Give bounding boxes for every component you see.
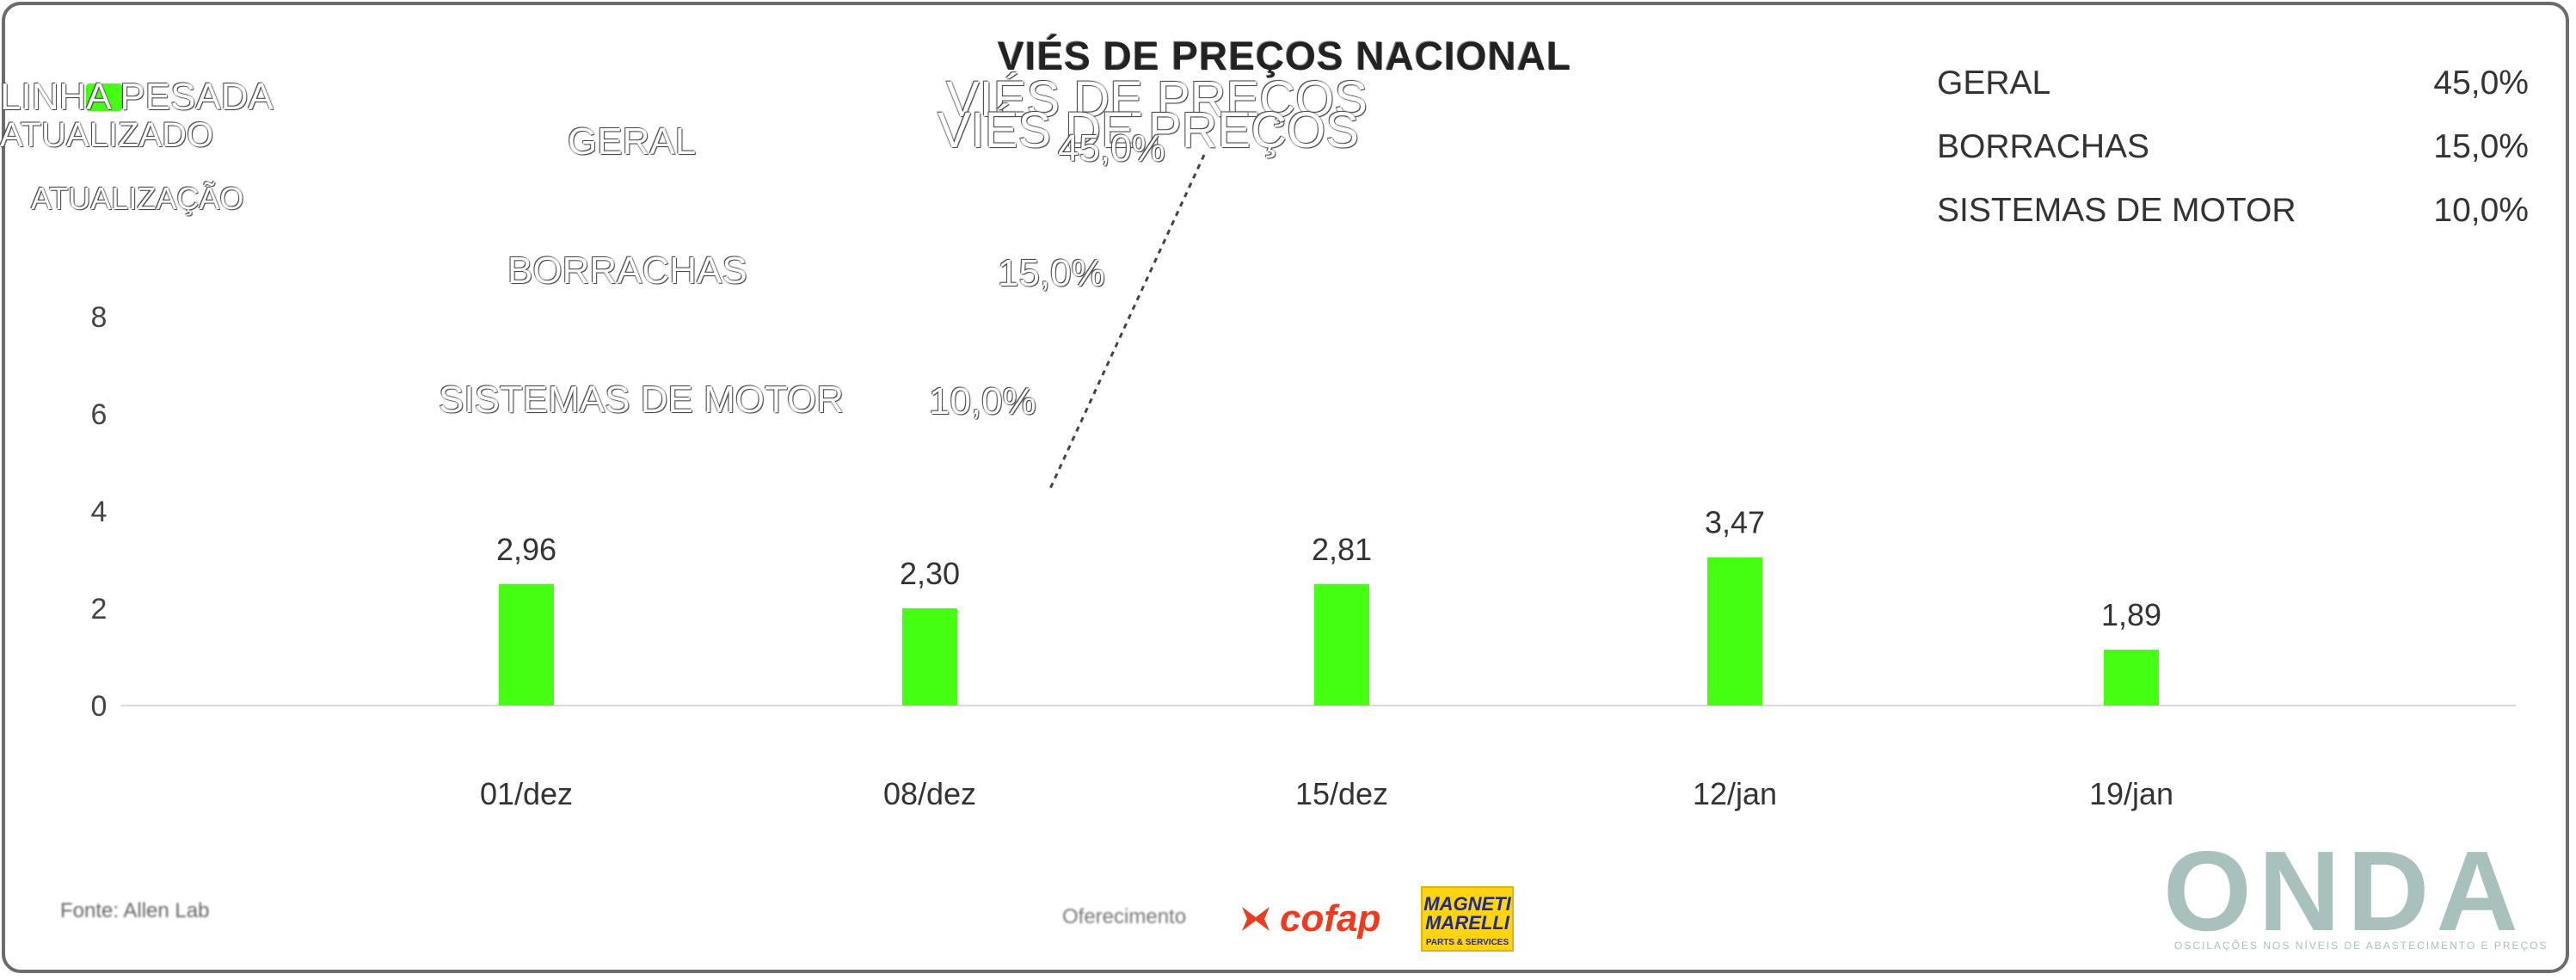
legend-row-borrachas: BORRACHAS 15,0%: [1937, 115, 2529, 179]
legend-label: BORRACHAS: [1937, 128, 2150, 165]
ghost-title-2: VIÉS DE PREÇOS: [938, 102, 1359, 158]
updated-label: ATUALIZAÇÃO: [31, 181, 244, 216]
ghost-label-borrachas: BORRACHAS: [507, 250, 747, 292]
y-tick-label: 2: [91, 593, 108, 626]
ghost-value-sistemas: 10,0%: [929, 380, 1036, 422]
x-tick-label: 08/dez: [883, 776, 976, 811]
bar: [2104, 650, 2159, 706]
bar-value-label: 3,47: [1705, 505, 1765, 540]
brand-line-1: LINHA PESADA: [0, 76, 274, 118]
magneti-line-1: MAGNETI: [1423, 893, 1511, 915]
legend-label: SISTEMAS DE MOTOR: [1937, 192, 2296, 229]
legend-row-sistemas: SISTEMAS DE MOTOR 10,0%: [1937, 179, 2529, 243]
y-tick-label: 6: [91, 398, 108, 431]
legend-value: 10,0%: [2433, 192, 2529, 229]
bar-value-label: 1,89: [2101, 597, 2161, 632]
magneti-line-3: PARTS & SERVICES: [1425, 938, 1509, 947]
y-tick-label: 0: [91, 690, 108, 723]
ghost-value-geral: 45,0%: [1058, 127, 1165, 169]
x-tick-label: 12/jan: [1693, 776, 1777, 811]
bar: [1314, 583, 1369, 706]
cofap-x-icon: [1242, 907, 1270, 931]
bar: [499, 583, 554, 706]
bar: [1707, 557, 1762, 706]
legend-label: GERAL: [1937, 65, 2051, 102]
magneti-marelli-logo: MAGNETI MARELLI PARTS & SERVICES: [1421, 886, 1514, 952]
cofap-logo: cofap: [1239, 895, 1380, 943]
sponsor-label: Oferecimento: [1062, 905, 1187, 928]
ghost-title-1: VIÉS DE PREÇOS: [946, 71, 1368, 127]
cofap-wordmark: cofap: [1280, 897, 1381, 940]
chart-title: VIÉS DE PREÇOS NACIONAL: [998, 34, 1572, 78]
bar-chart: 0 2 4 6 8 2,96 01/dez 2,30 08/dez 2,81 15/dez 3,47 1…: [91, 301, 2516, 811]
legend-value: 15,0%: [2433, 128, 2529, 165]
x-tick-label: 15/dez: [1295, 776, 1388, 811]
x-tick-label: 19/jan: [2089, 776, 2173, 811]
onda-tagline: OSCILAÇÕES NOS NÍVEIS DE ABASTECIMENTO E…: [2174, 940, 2548, 952]
bar-value-label: 2,81: [1312, 532, 1372, 567]
legend-table: GERAL 45,0% BORRACHAS 15,0% SISTEMAS DE …: [1937, 52, 2529, 243]
magneti-line-2: MARELLI: [1425, 912, 1509, 934]
bar-value-label: 2,96: [496, 532, 556, 567]
source-note: Fonte: Allen Lab: [60, 899, 210, 922]
ghost-label-sistemas: SISTEMAS DE MOTOR: [439, 379, 845, 421]
legend-value: 45,0%: [2433, 65, 2529, 102]
y-tick-label: 4: [91, 496, 108, 528]
bar: [902, 608, 957, 706]
brand-logo-mark: [86, 83, 122, 111]
onda-logo: ONDA: [2163, 828, 2525, 954]
bar-value-label: 2,30: [900, 556, 960, 591]
ghost-value-borrachas: 15,0%: [998, 252, 1105, 294]
ghost-label-geral: GERAL: [568, 120, 697, 163]
legend-row-geral: GERAL 45,0%: [1937, 52, 2529, 115]
brand-line-2: ATUALIZADO: [0, 116, 214, 154]
y-tick-label: 8: [91, 301, 108, 334]
x-tick-label: 01/dez: [480, 776, 573, 811]
